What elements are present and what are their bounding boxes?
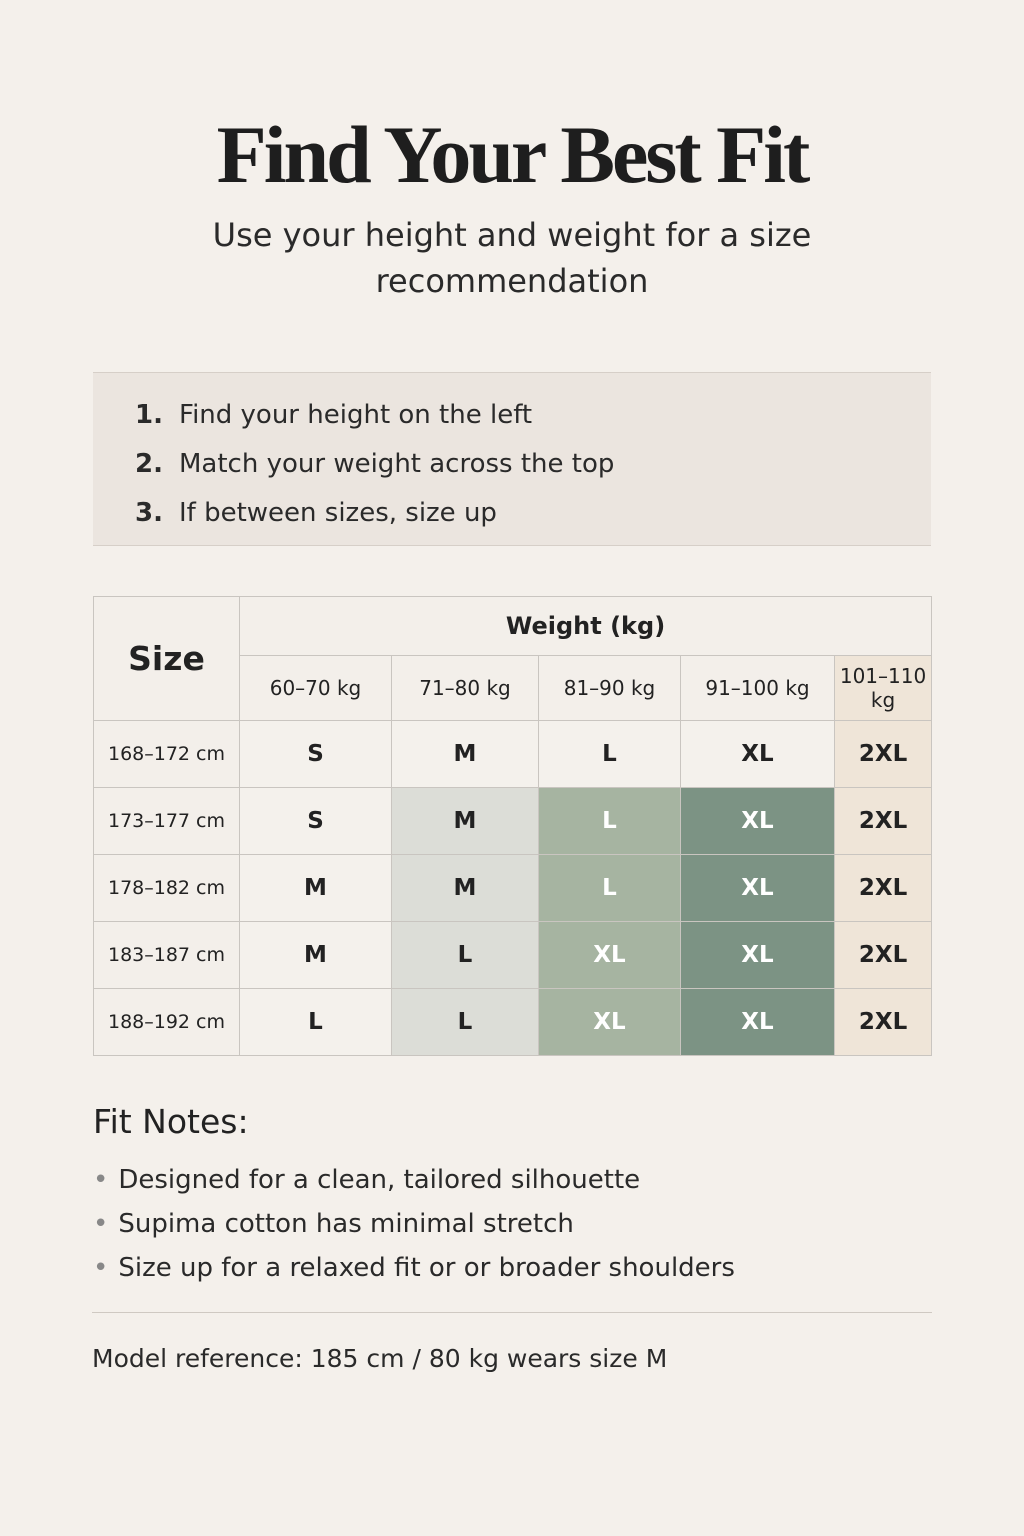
divider (92, 1312, 932, 1313)
fit-note: Designed for a clean, tailored silhouett… (93, 1158, 735, 1202)
height-label: 168–172 cm (93, 720, 240, 788)
step-3: 3. If between sizes, size up (135, 489, 931, 538)
height-label: 188–192 cm (93, 988, 240, 1056)
weight-column-header: 81–90 kg (538, 655, 681, 721)
table-row: 173–177 cm S M L XL 2XL (93, 787, 933, 855)
size-cell: XL (680, 921, 835, 989)
fit-notes-title: Fit Notes: (93, 1102, 249, 1141)
step-2: 2. Match your weight across the top (135, 440, 931, 489)
weight-header: Weight (kg) (238, 596, 933, 656)
size-cell: M (391, 854, 539, 922)
size-cell: XL (538, 921, 681, 989)
fit-note: Size up for a relaxed fit or or broader … (93, 1246, 735, 1290)
step-text: Match your weight across the top (179, 449, 615, 479)
step-text: Find your height on the left (179, 400, 533, 430)
size-cell: S (239, 720, 392, 788)
size-cell: XL (680, 720, 835, 788)
size-cell: 2XL (833, 787, 933, 855)
instructions-panel: 1. Find your height on the left 2. Match y… (93, 372, 931, 546)
size-cell: L (538, 854, 681, 922)
size-cell: M (239, 921, 392, 989)
size-cell: L (391, 921, 539, 989)
size-cell: L (239, 988, 392, 1056)
size-cell: L (391, 988, 539, 1056)
step-number: 2. (135, 449, 163, 479)
weight-column-header: 91–100 kg (680, 655, 835, 721)
weight-column-header: 71–80 kg (391, 655, 539, 721)
size-cell: M (391, 720, 539, 788)
table-row: 178–182 cm M M L XL 2XL (93, 854, 933, 922)
step-number: 1. (135, 400, 163, 430)
size-cell: S (239, 787, 392, 855)
page-subtitle: Use your height and weight for a size re… (212, 216, 812, 300)
size-cell: 2XL (833, 854, 933, 922)
table-row: 168–172 cm S M L XL 2XL (93, 720, 933, 788)
size-cell: 2XL (833, 988, 933, 1056)
size-cell: M (391, 787, 539, 855)
weight-column-header: 101–110 kg (833, 655, 933, 721)
size-header: Size (93, 596, 240, 721)
height-label: 178–182 cm (93, 854, 240, 922)
size-cell: XL (680, 988, 835, 1056)
size-cell: 2XL (833, 921, 933, 989)
height-label: 173–177 cm (93, 787, 240, 855)
fit-note: Supima cotton has minimal stretch (93, 1202, 735, 1246)
step-text: If between sizes, size up (179, 498, 497, 528)
size-cell: XL (680, 787, 835, 855)
model-reference: Model reference: 185 cm / 80 kg wears si… (92, 1344, 668, 1373)
page-title: Find Your Best Fit (216, 109, 811, 200)
height-label: 183–187 cm (93, 921, 240, 989)
size-chart-table: Size Weight (kg) 60–70 kg 71–80 kg 81–90 k… (93, 596, 933, 1056)
weight-column-header: 60–70 kg (239, 655, 392, 721)
step-number: 3. (135, 498, 163, 528)
size-cell: 2XL (833, 720, 933, 788)
fit-notes-list: Designed for a clean, tailored silhouett… (93, 1158, 735, 1290)
size-cell: L (538, 787, 681, 855)
size-cell: M (239, 854, 392, 922)
size-cell: L (538, 720, 681, 788)
table-row: 188–192 cm L L XL XL 2XL (93, 988, 933, 1056)
step-1: 1. Find your height on the left (135, 391, 931, 440)
size-cell: XL (680, 854, 835, 922)
table-row: 183–187 cm M L XL XL 2XL (93, 921, 933, 989)
size-cell: XL (538, 988, 681, 1056)
